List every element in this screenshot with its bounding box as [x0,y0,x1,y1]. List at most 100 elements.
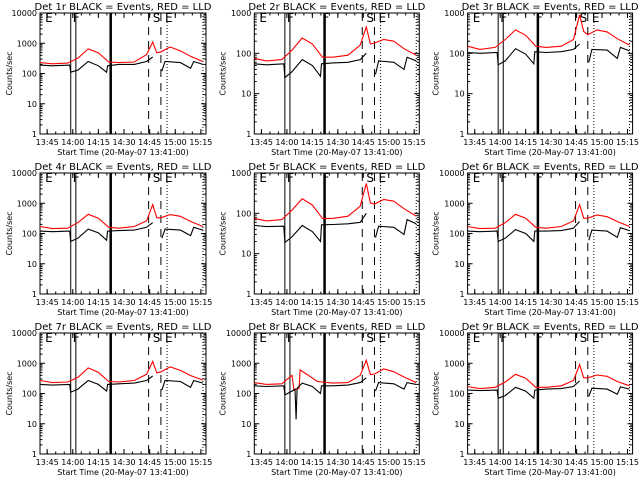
y-tick-label: 1 [246,450,251,459]
marker-label: E [379,11,387,25]
x-tick-label: 14:45 [352,298,375,307]
x-tick-label: 15:00 [591,298,614,307]
y-axis-label: Counts/sec [432,211,441,255]
x-tick-label: 14:00 [489,298,512,307]
marker-label: F [536,331,543,345]
y-axis-label: Counts/sec [218,211,227,255]
marker-label: S [580,331,588,345]
plot-frame [39,332,207,455]
marker-label: F [500,11,507,25]
x-tick-label: 14:15 [87,138,110,147]
x-tick-label: 14:00 [489,138,512,147]
marker-label: E [473,11,481,25]
series-line-lld [39,40,204,65]
marker-label: E [259,171,267,185]
marker-label: F [287,171,294,185]
marker-label: E [165,171,173,185]
x-axis-label: Start Time (20-May-07 13:41:00) [484,468,615,477]
panel-det-5: Det 5r BLACK = Events, RED = LLD 1 10 100 10… [218,162,425,317]
x-tick-label: 13:45 [250,298,273,307]
y-tick-label: 1000 [231,169,251,178]
x-tick-label: 15:15 [616,458,639,467]
x-axis-label: Start Time (20-May-07 13:41:00) [484,308,615,317]
marker-label: S [153,171,161,185]
y-tick-label: 10 [454,420,464,429]
plot-frame [253,12,420,135]
x-tick-label: 14:45 [565,298,588,307]
y-tick-label: 100 [449,49,464,58]
series-line-events [39,375,204,393]
y-tick-label: 10 [27,420,37,429]
y-tick-label: 100 [22,390,37,399]
y-tick-label: 1 [246,130,251,139]
x-tick-label: 15:00 [377,298,400,307]
panel-title: Det 4r BLACK = Events, RED = LLD [35,162,212,173]
x-tick-label: 13:45 [250,458,273,467]
series-line-lld [39,359,204,384]
x-axis-label: Start Time (20-May-07 13:41:00) [271,308,402,317]
y-tick-label: 100 [22,70,37,79]
x-tick-label: 13:45 [463,138,486,147]
x-tick-label: 14:30 [326,138,349,147]
panel-det-2: Det 2r BLACK = Events, RED = LLD 1 10 100 10… [218,2,425,157]
y-axis-label: Counts/sec [432,371,441,415]
x-tick-label: 15:15 [403,458,426,467]
marker-label: E [592,331,600,345]
series-line-lld [467,14,630,50]
x-tick-label: 13:45 [250,138,273,147]
panel-det-4: Det 4r BLACK = Events, RED = LLD 1 10 100 10… [5,162,212,317]
marker-label: S [366,331,374,345]
series-line-events [254,212,417,244]
series-line-events [467,221,630,243]
y-tick-label: 1000 [444,199,464,208]
marker-label: F [323,171,330,185]
marker-label: F [287,11,294,25]
marker-label: S [580,11,588,25]
panel-det-9: Det 9r BLACK = Events, RED = LLD 1 10 100 10… [432,322,639,477]
panel-det-7: Det 7r BLACK = Events, RED = LLD 1 10 100 10… [5,322,212,477]
panel-det-1: Det 1r BLACK = Events, RED = LLD 1 10 100 10… [5,2,212,157]
x-axis-label: Start Time (20-May-07 13:41:00) [57,148,188,157]
x-tick-label: 15:00 [164,458,187,467]
x-tick-label: 14:00 [61,298,84,307]
y-tick-label: 100 [449,230,464,239]
marker-label: F [287,331,294,345]
marker-label: E [473,171,481,185]
y-tick-label: 1000 [17,39,37,48]
y-axis-label: Counts/sec [218,371,227,415]
series-line-lld [254,25,417,62]
panel-title: Det 6r BLACK = Events, RED = LLD [462,162,639,173]
marker-label: F [536,11,543,25]
x-tick-label: 14:45 [565,458,588,467]
x-tick-label: 15:15 [403,298,426,307]
plot-frame [467,12,634,135]
x-tick-label: 14:30 [326,298,349,307]
marker-label: E [592,171,600,185]
plot-frame [253,172,420,295]
plot-frame [39,172,207,295]
x-tick-label: 14:00 [61,458,84,467]
marker-label: E [379,171,387,185]
y-axis-label: Counts/sec [218,51,227,95]
x-tick-label: 14:15 [301,298,324,307]
panel-title: Det 3r BLACK = Events, RED = LLD [462,2,639,13]
x-tick-label: 14:00 [275,458,298,467]
y-axis-label: Counts/sec [5,211,14,255]
y-tick-label: 10000 [12,169,37,178]
marker-label: F [73,171,80,185]
y-tick-label: 100 [236,390,251,399]
x-tick-label: 14:15 [87,298,110,307]
y-tick-label: 10 [454,90,464,99]
x-tick-label: 13:45 [463,458,486,467]
x-tick-label: 14:00 [275,138,298,147]
plot-frame [39,12,207,135]
x-axis-label: Start Time (20-May-07 13:41:00) [57,308,188,317]
marker-label: E [259,331,267,345]
y-tick-label: 10000 [439,169,464,178]
x-axis-label: Start Time (20-May-07 13:41:00) [271,148,402,157]
x-tick-label: 14:45 [138,298,161,307]
marker-label: S [366,171,374,185]
panel-title: Det 7r BLACK = Events, RED = LLD [35,322,212,333]
marker-label: E [259,11,267,25]
